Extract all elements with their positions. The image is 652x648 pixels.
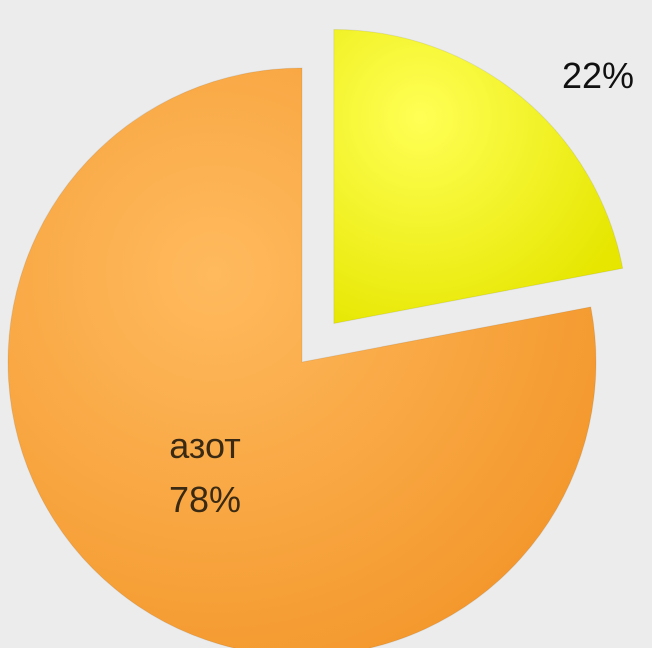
pie-slice-азот [7, 67, 597, 648]
slice-value-label: 22% [562, 55, 634, 96]
slice-value-label: 78% [169, 479, 241, 520]
slice-category-label: азот [169, 425, 240, 466]
pie-slice-22 [333, 28, 624, 325]
